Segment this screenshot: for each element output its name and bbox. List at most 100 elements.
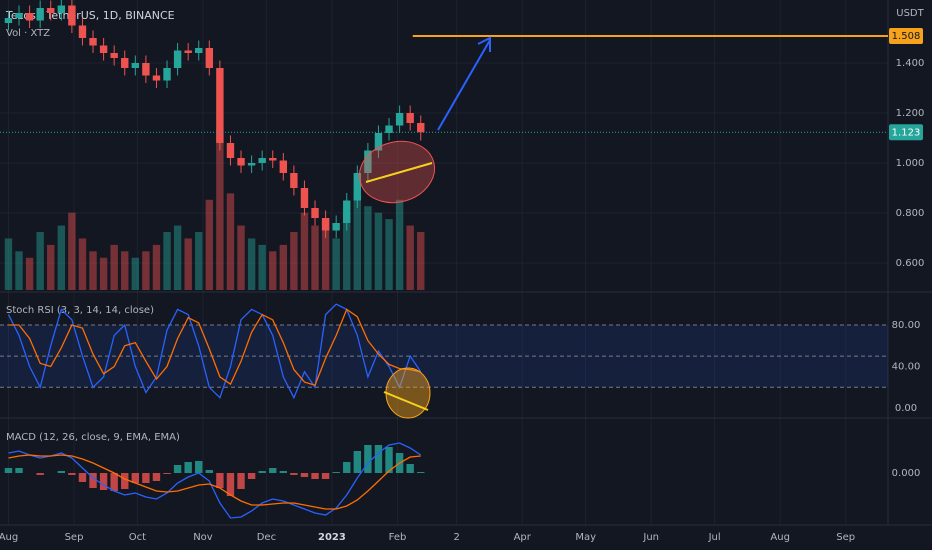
candle-body (184, 50, 192, 53)
x-tick-label: Jul (708, 532, 721, 543)
macd-histogram-bar (15, 468, 23, 473)
x-tick-label: Jun (642, 532, 659, 543)
x-tick-label: Feb (389, 532, 407, 543)
candle-body (417, 123, 425, 133)
highlight-ellipse (358, 140, 436, 204)
macd-histogram-bar (226, 473, 235, 496)
volume-bar (4, 238, 13, 290)
volume-bar (300, 212, 309, 290)
candle-body (237, 158, 245, 166)
candle-body (89, 38, 97, 46)
macd-histogram-bar (4, 468, 13, 473)
volume-bar (142, 251, 150, 290)
candle-body (216, 68, 224, 143)
x-tick-label: Sep (836, 532, 855, 543)
macd-histogram-bar (216, 473, 224, 488)
volume-title: Vol · XTZ (6, 28, 50, 39)
x-tick-label: Apr (514, 532, 532, 543)
macd-histogram-bar (184, 462, 192, 473)
candle-body (311, 208, 319, 218)
candle-body (121, 58, 129, 68)
volume-bar (406, 225, 414, 290)
macd-histogram-bar (131, 473, 140, 483)
volume-bar (89, 251, 97, 290)
volume-bar (395, 199, 404, 290)
volume-bar (374, 212, 383, 290)
volume-bar (57, 225, 66, 290)
x-tick-label: Oct (129, 532, 146, 543)
volume-bar (163, 232, 171, 290)
candle-body (226, 143, 235, 158)
volume-bar (258, 244, 266, 290)
x-tick-label: Dec (257, 532, 276, 543)
candle-body (395, 113, 404, 126)
macd-histogram-bar (57, 471, 66, 473)
macd-histogram-bar (68, 473, 76, 475)
macd-tick-label: 0.000 (892, 468, 921, 479)
volume-bar (385, 219, 393, 290)
y-tick-label: 1.400 (896, 58, 925, 69)
macd-histogram-bar (343, 462, 351, 473)
stoch-highlight (385, 367, 431, 419)
candle-body (300, 188, 309, 208)
x-tick-label: Sep (65, 532, 84, 543)
volume-bar (205, 199, 214, 290)
volume-bar (332, 238, 340, 290)
candle-body (321, 218, 330, 231)
volume-bar (78, 238, 87, 290)
macd-histogram-bar (237, 473, 245, 489)
x-tick-label: May (575, 532, 596, 543)
macd-histogram-bar (110, 473, 118, 491)
macd-histogram-bar (374, 445, 383, 473)
volume-bar (353, 193, 362, 290)
stoch-tick-label: 40.00 (892, 362, 921, 373)
macd-histogram-bar (78, 473, 87, 482)
macd-histogram-bar (300, 473, 309, 477)
y-tick-label: 0.600 (896, 258, 925, 269)
volume-bar (173, 225, 182, 290)
candle-body (110, 53, 118, 58)
candle-body (343, 200, 351, 223)
volume-bar (184, 238, 192, 290)
candle-body (57, 5, 66, 13)
macd-line (8, 442, 422, 519)
volume-bar (25, 257, 34, 290)
candle-body (4, 18, 13, 23)
candle-body (25, 13, 34, 21)
macd-histogram-bar (152, 473, 161, 481)
volume-bar (36, 232, 44, 290)
grid (0, 0, 888, 525)
macd-histogram-bar (36, 473, 44, 475)
trend-line (365, 162, 433, 183)
candle-body (374, 133, 383, 151)
candle-body (385, 125, 393, 133)
candle-body (247, 163, 256, 166)
macd-histogram-bar (353, 451, 362, 473)
stoch-k-line (7, 303, 422, 400)
macd-title: MACD (12, 26, close, 9, EMA, EMA) (6, 432, 180, 443)
macd-histogram-bar (279, 471, 288, 473)
last-price-label: 1.123 (892, 127, 921, 138)
volume-bar (247, 238, 256, 290)
candle-body (205, 48, 214, 68)
stoch-tick-label: 80.00 (892, 320, 921, 331)
candle-body (353, 173, 362, 201)
candle-body (406, 113, 414, 123)
macd-histogram-bar (163, 473, 171, 474)
volume-bar (195, 232, 203, 290)
macd-histogram-bar (417, 472, 425, 473)
last-price-box (889, 124, 923, 141)
candle-body (99, 45, 108, 53)
macd-histogram-bar (332, 472, 340, 473)
target-box (889, 28, 923, 44)
x-tick-label: Nov (193, 532, 213, 543)
macd-histogram-bar (173, 465, 182, 473)
y-tick-label: 0.800 (896, 208, 925, 219)
candle-body (364, 150, 372, 173)
volume-bar (110, 244, 118, 290)
candle-body (332, 223, 340, 231)
candle-body (78, 25, 87, 38)
stoch-d-line (8, 308, 421, 386)
